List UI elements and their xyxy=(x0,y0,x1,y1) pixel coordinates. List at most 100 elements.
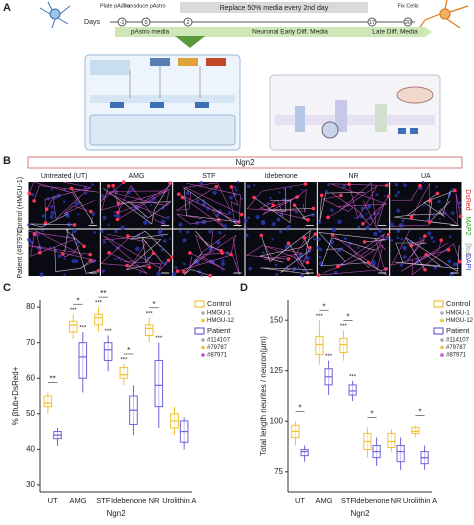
soma xyxy=(126,234,130,238)
y-tick-label: 150 xyxy=(270,315,284,324)
soma xyxy=(82,244,86,249)
nucleus xyxy=(216,213,220,217)
nucleus xyxy=(236,180,240,184)
significance-label: * xyxy=(322,302,325,311)
nucleus xyxy=(365,225,370,230)
significance-stars: *** xyxy=(79,326,87,332)
day-label: 2 xyxy=(186,20,189,26)
nucleus xyxy=(202,220,207,225)
media-label: Neuronal Early Diff. Media xyxy=(252,29,328,36)
micrograph xyxy=(27,228,101,277)
nucleus xyxy=(313,237,316,241)
nucleus xyxy=(27,237,31,242)
soma xyxy=(60,252,65,256)
soma xyxy=(89,209,93,214)
nucleus xyxy=(394,193,398,197)
legend-dot xyxy=(440,353,444,357)
soma xyxy=(316,273,321,277)
neurite xyxy=(327,182,377,225)
legend-dot xyxy=(201,318,205,323)
nucleus xyxy=(178,222,183,227)
micrograph xyxy=(317,182,391,230)
box xyxy=(396,445,405,463)
nucleus xyxy=(148,222,151,225)
neurite xyxy=(390,185,421,201)
nucleus xyxy=(386,236,390,240)
nucleus xyxy=(50,210,55,216)
box xyxy=(144,324,154,337)
nucleus xyxy=(269,196,272,200)
neurite xyxy=(318,232,387,262)
neurite xyxy=(260,243,313,275)
nucleus xyxy=(437,199,441,204)
box xyxy=(387,432,396,449)
soma xyxy=(72,223,77,227)
neurite xyxy=(230,186,239,219)
x-axis-label: Ngn2 xyxy=(106,509,126,518)
nucleus xyxy=(317,237,321,242)
legend-dot xyxy=(201,345,205,350)
soma xyxy=(338,193,343,198)
soma xyxy=(168,181,172,185)
nucleus xyxy=(157,230,162,235)
soma xyxy=(69,186,74,191)
y-axis-label: % βtub+DsRed+ xyxy=(11,366,20,425)
nucleus xyxy=(245,233,249,238)
column-label: Untreated (UT) xyxy=(41,173,88,180)
panel-label: C xyxy=(3,282,11,294)
nucleus xyxy=(327,182,331,187)
column-label: Idebenone xyxy=(265,173,298,180)
nucleus xyxy=(200,273,204,277)
soma xyxy=(239,212,244,217)
nucleus xyxy=(243,218,248,223)
neurite xyxy=(246,183,306,212)
neurite xyxy=(71,188,94,224)
neurite xyxy=(406,190,452,216)
nucleus xyxy=(218,231,222,235)
day-label: 20 xyxy=(405,20,411,26)
soma xyxy=(115,217,120,222)
nucleus xyxy=(174,266,178,270)
box xyxy=(94,313,103,326)
nucleus xyxy=(317,220,322,224)
box xyxy=(68,320,78,333)
row-label: Patient (#87971) xyxy=(17,227,24,279)
nucleus xyxy=(283,187,287,191)
micrograph xyxy=(390,229,462,277)
nucleus xyxy=(402,246,407,251)
neurite xyxy=(331,193,389,227)
day-marker xyxy=(141,17,151,27)
soma xyxy=(286,241,291,246)
nucleus xyxy=(286,228,289,232)
nucleus xyxy=(102,215,107,220)
neurite xyxy=(390,229,449,266)
nucleus xyxy=(114,189,119,194)
day-marker xyxy=(117,17,127,27)
neurite xyxy=(29,213,75,228)
y-axis-label: Total length neurites / neuron(μm) xyxy=(259,336,268,456)
neurite xyxy=(330,183,388,207)
neurite xyxy=(101,181,166,219)
group-box xyxy=(27,156,463,169)
soma xyxy=(229,185,234,189)
y-tick-label: 125 xyxy=(270,366,284,375)
nucleus xyxy=(113,210,117,214)
neurite xyxy=(183,187,241,227)
nucleus xyxy=(41,214,46,218)
nucleus xyxy=(271,222,276,227)
soma xyxy=(216,217,221,222)
soma xyxy=(220,251,224,255)
nucleus xyxy=(330,208,334,213)
nucleus xyxy=(27,223,30,227)
soma xyxy=(362,240,367,244)
micrograph xyxy=(389,180,463,229)
significance-stars: *** xyxy=(70,308,78,314)
nucleus xyxy=(168,237,171,240)
nucleus xyxy=(199,181,204,185)
neurite xyxy=(46,186,91,220)
neurite xyxy=(130,230,173,258)
soma xyxy=(306,218,310,222)
nucleus xyxy=(337,219,342,224)
x-tick-label: STF xyxy=(341,496,356,505)
nucleus xyxy=(396,208,401,213)
